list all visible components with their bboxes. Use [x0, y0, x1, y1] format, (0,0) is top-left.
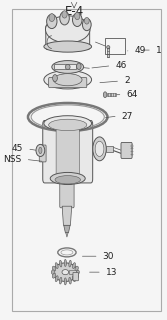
Bar: [54, 64, 76, 68]
FancyBboxPatch shape: [60, 177, 74, 208]
Text: 1: 1: [156, 45, 162, 55]
Ellipse shape: [103, 92, 107, 98]
Ellipse shape: [65, 64, 70, 69]
Ellipse shape: [44, 116, 92, 131]
Ellipse shape: [72, 276, 75, 282]
Bar: [131, 148, 133, 149]
Ellipse shape: [75, 12, 80, 20]
FancyBboxPatch shape: [121, 142, 132, 158]
Ellipse shape: [53, 263, 78, 281]
FancyBboxPatch shape: [56, 124, 79, 180]
FancyBboxPatch shape: [73, 272, 78, 281]
Ellipse shape: [62, 11, 67, 18]
Ellipse shape: [49, 14, 55, 21]
Bar: [105, 38, 125, 53]
Ellipse shape: [72, 263, 75, 268]
Ellipse shape: [62, 270, 69, 275]
Text: 46: 46: [115, 61, 127, 70]
Ellipse shape: [95, 141, 104, 156]
Text: 30: 30: [103, 252, 114, 261]
Text: 45: 45: [12, 144, 23, 153]
Ellipse shape: [84, 17, 89, 24]
Ellipse shape: [72, 13, 82, 27]
Ellipse shape: [59, 277, 62, 284]
Ellipse shape: [53, 74, 82, 86]
Text: E-4: E-4: [64, 5, 84, 19]
Ellipse shape: [51, 270, 55, 274]
Ellipse shape: [77, 63, 81, 69]
Ellipse shape: [55, 176, 80, 184]
Ellipse shape: [60, 12, 69, 25]
Ellipse shape: [107, 46, 110, 49]
Ellipse shape: [64, 278, 66, 285]
Text: 13: 13: [106, 268, 117, 277]
Circle shape: [39, 147, 42, 154]
Ellipse shape: [59, 260, 62, 267]
Ellipse shape: [55, 276, 58, 282]
Text: 64: 64: [127, 90, 138, 99]
Bar: [131, 154, 133, 155]
Ellipse shape: [45, 16, 90, 43]
FancyBboxPatch shape: [46, 25, 90, 50]
Ellipse shape: [53, 75, 57, 82]
Text: NSS: NSS: [3, 155, 22, 164]
Text: 27: 27: [122, 112, 133, 121]
FancyBboxPatch shape: [43, 121, 93, 183]
Ellipse shape: [36, 144, 45, 156]
Text: 2: 2: [124, 76, 130, 85]
Ellipse shape: [50, 172, 85, 185]
Ellipse shape: [93, 137, 106, 161]
Ellipse shape: [52, 273, 56, 278]
Ellipse shape: [69, 260, 71, 267]
Ellipse shape: [47, 14, 57, 28]
Ellipse shape: [82, 19, 91, 31]
Ellipse shape: [52, 266, 56, 271]
FancyBboxPatch shape: [39, 145, 46, 162]
Polygon shape: [66, 233, 68, 237]
Bar: [131, 145, 133, 147]
Polygon shape: [62, 206, 72, 225]
Ellipse shape: [75, 266, 78, 271]
Bar: [106, 146, 113, 152]
Bar: [107, 93, 116, 96]
FancyBboxPatch shape: [49, 77, 87, 88]
Ellipse shape: [75, 273, 78, 278]
Bar: [69, 270, 76, 274]
Ellipse shape: [55, 263, 58, 268]
Ellipse shape: [69, 277, 71, 284]
Ellipse shape: [52, 60, 84, 73]
Polygon shape: [64, 225, 70, 233]
Bar: [131, 151, 133, 152]
Ellipse shape: [64, 260, 66, 267]
Text: 49: 49: [134, 45, 146, 55]
Ellipse shape: [44, 70, 92, 89]
Ellipse shape: [76, 270, 79, 274]
Bar: [108, 47, 109, 57]
Ellipse shape: [49, 119, 87, 131]
Ellipse shape: [44, 41, 92, 52]
